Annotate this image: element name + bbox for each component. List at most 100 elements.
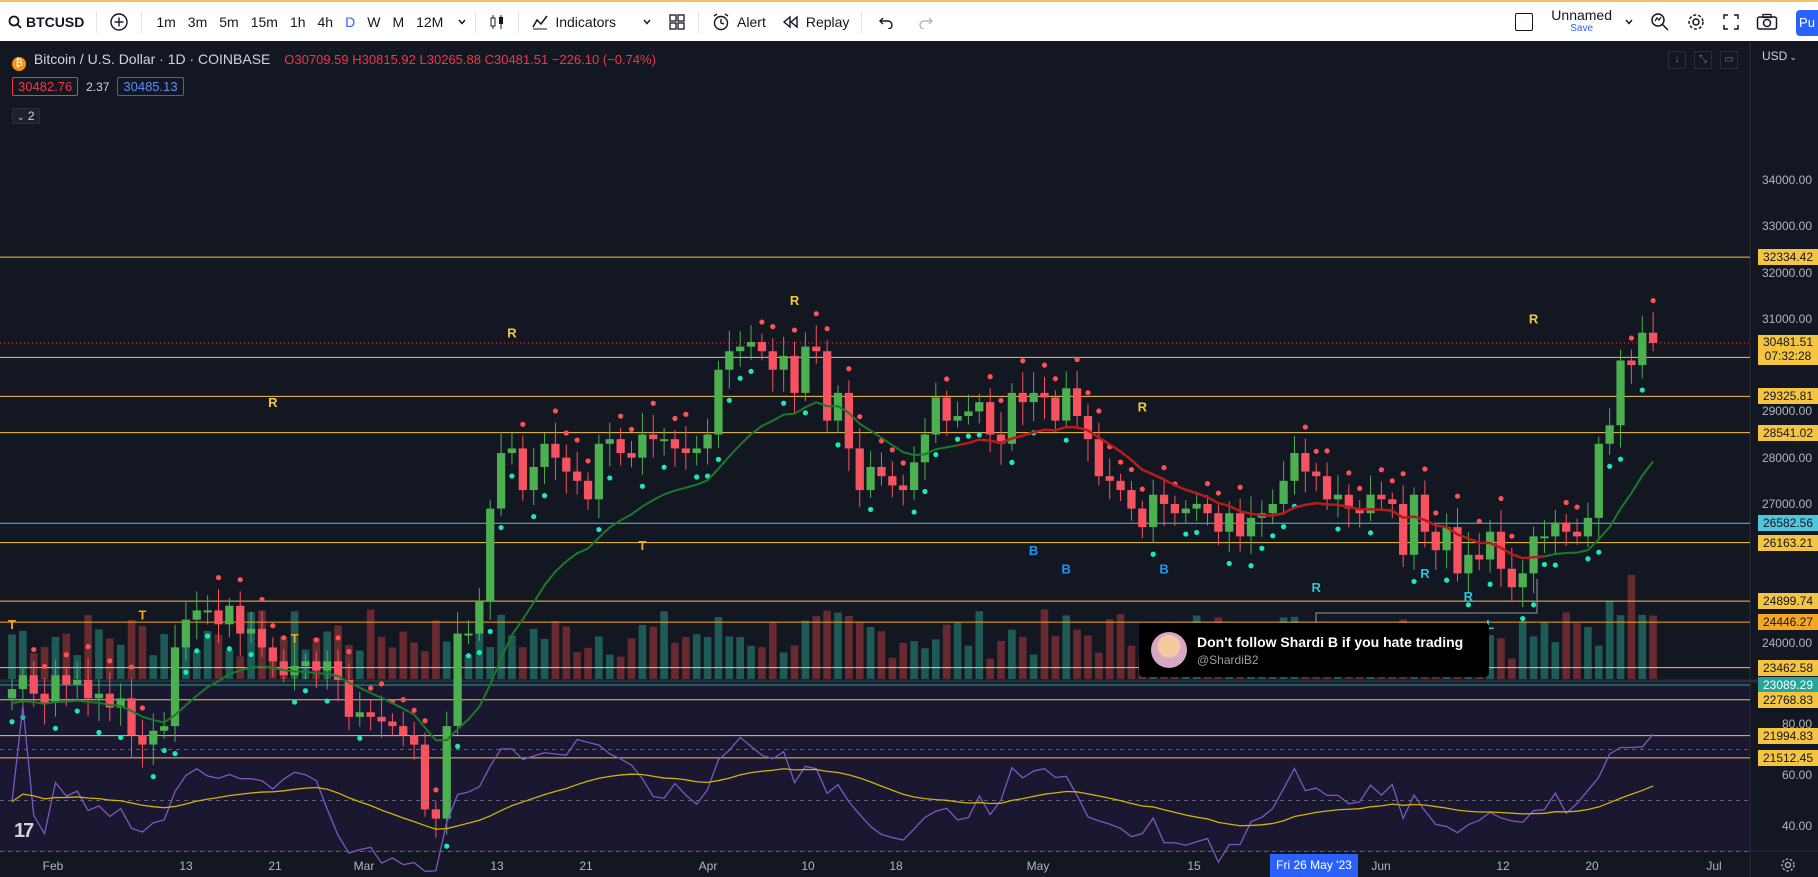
candle-body: [823, 351, 832, 421]
tradingview-logo[interactable]: 17: [14, 820, 34, 842]
indicators-label: Indicators: [555, 13, 617, 30]
signal-dot: [400, 697, 406, 703]
signal-dot: [63, 652, 69, 658]
signal-dot: [813, 311, 819, 317]
replay-button[interactable]: Replay: [774, 2, 858, 41]
volume-bar: [595, 636, 603, 679]
undo-button[interactable]: [866, 2, 906, 41]
candle-body: [246, 628, 256, 634]
timeframe-m[interactable]: M: [392, 13, 405, 30]
publish-button[interactable]: Pu: [1796, 10, 1818, 36]
volume-bar: [834, 612, 842, 679]
indicators-toggle[interactable]: ⌄ 2: [12, 107, 40, 124]
candle-body: [931, 397, 940, 435]
timeframe-12m[interactable]: 12M: [416, 13, 444, 30]
timeframe-1h[interactable]: 1h: [289, 13, 306, 30]
signal-dot: [270, 623, 276, 629]
candle-body: [1105, 476, 1114, 481]
volume-bar: [605, 654, 614, 679]
layout-select[interactable]: Unnamed Save: [1507, 2, 1642, 41]
volume-bar: [149, 655, 158, 679]
settings-button[interactable]: [1678, 2, 1714, 41]
signal-dot: [1139, 486, 1145, 492]
quick-search-button[interactable]: [1642, 2, 1678, 41]
volume-bar: [573, 652, 581, 679]
signal-dot: [944, 376, 950, 382]
timeframe-4h[interactable]: 4h: [317, 13, 334, 30]
level-price-tag: 24899.74: [1758, 593, 1818, 610]
currency-label[interactable]: USD ⌄: [1762, 49, 1797, 63]
volume-bar: [1627, 574, 1636, 679]
volume-bar: [660, 611, 668, 679]
candle-body: [1018, 392, 1027, 403]
redo-button[interactable]: [906, 2, 946, 41]
signal-label: R: [1312, 580, 1322, 595]
symbol-search[interactable]: BTCUSD: [0, 2, 92, 41]
volume-bar: [986, 658, 994, 679]
volume-bar: [475, 612, 484, 679]
volume-bar: [1649, 615, 1657, 679]
volume-bar: [921, 648, 929, 679]
fullscreen-button[interactable]: [1714, 2, 1748, 41]
candle-body: [388, 721, 397, 727]
candle-body: [746, 341, 756, 347]
signal-dot: [1639, 387, 1645, 393]
volume-bar: [997, 641, 1005, 679]
volume-bar: [497, 614, 505, 679]
chart-type-button[interactable]: [480, 2, 514, 41]
ask-badge[interactable]: 30485.13: [117, 77, 184, 96]
volume-bar: [160, 634, 168, 679]
timeframe-3m[interactable]: 3m: [187, 13, 208, 30]
signal-dot: [1498, 495, 1504, 502]
candle-body: [1007, 392, 1017, 444]
volume-bar: [1486, 635, 1494, 679]
maximize-pane-icon[interactable]: ▭: [1720, 51, 1738, 69]
bid-badge[interactable]: 30482.76: [12, 77, 79, 96]
volume-bar: [203, 630, 212, 679]
alert-button[interactable]: Alert: [703, 2, 774, 41]
volume-bar: [758, 647, 766, 679]
time-axis-settings[interactable]: [1780, 857, 1796, 873]
signal-dot: [824, 326, 830, 332]
timeframe-15m[interactable]: 15m: [250, 13, 278, 30]
candle-body: [562, 457, 571, 472]
compare-button[interactable]: [101, 2, 137, 41]
volume-bar: [714, 617, 723, 679]
price-tick-label: 29000.00: [1761, 404, 1812, 419]
candle-body: [1518, 573, 1527, 588]
layout-checkbox[interactable]: [1515, 12, 1534, 31]
templates-button[interactable]: [660, 2, 694, 41]
move-down-icon[interactable]: ↓: [1668, 51, 1686, 69]
timeframe-dropdown[interactable]: [453, 2, 471, 41]
signal-dot: [1552, 562, 1558, 568]
volume-bar: [519, 647, 527, 679]
volume-bar: [540, 638, 549, 679]
volume-bar: [910, 641, 918, 679]
candle-body: [214, 610, 223, 625]
timeframe-d[interactable]: D: [345, 13, 356, 30]
candle-body: [1149, 494, 1158, 528]
candle-body: [1529, 536, 1538, 574]
volume-bar: [1040, 609, 1049, 679]
snapshot-button[interactable]: [1748, 2, 1818, 41]
signal-label: B: [1029, 543, 1038, 558]
tweet-card[interactable]: Don't follow Shardi B if you hate tradin…: [1139, 623, 1489, 677]
indicators-button[interactable]: Indicators: [523, 2, 660, 41]
collapse-legend-button[interactable]: ⌄ 2: [12, 108, 40, 124]
candle-body: [768, 351, 777, 370]
signal-dot: [1085, 390, 1091, 396]
candle-body: [1344, 494, 1353, 509]
ma-line-red: [957, 425, 1545, 560]
candle-body: [909, 462, 919, 491]
candle-body: [1583, 517, 1593, 537]
save-label[interactable]: Save: [1570, 22, 1594, 34]
timeframe-w[interactable]: W: [367, 13, 381, 30]
candle-body: [1279, 480, 1288, 504]
candle-body: [551, 443, 560, 458]
timeframe-1m[interactable]: 1m: [156, 13, 176, 30]
timeframe-5m[interactable]: 5m: [219, 13, 239, 30]
symbol-title[interactable]: Bitcoin / U.S. Dollar · 1D · COINBASE: [33, 51, 271, 67]
collapse-pane-icon[interactable]: ⤡: [1694, 51, 1712, 69]
